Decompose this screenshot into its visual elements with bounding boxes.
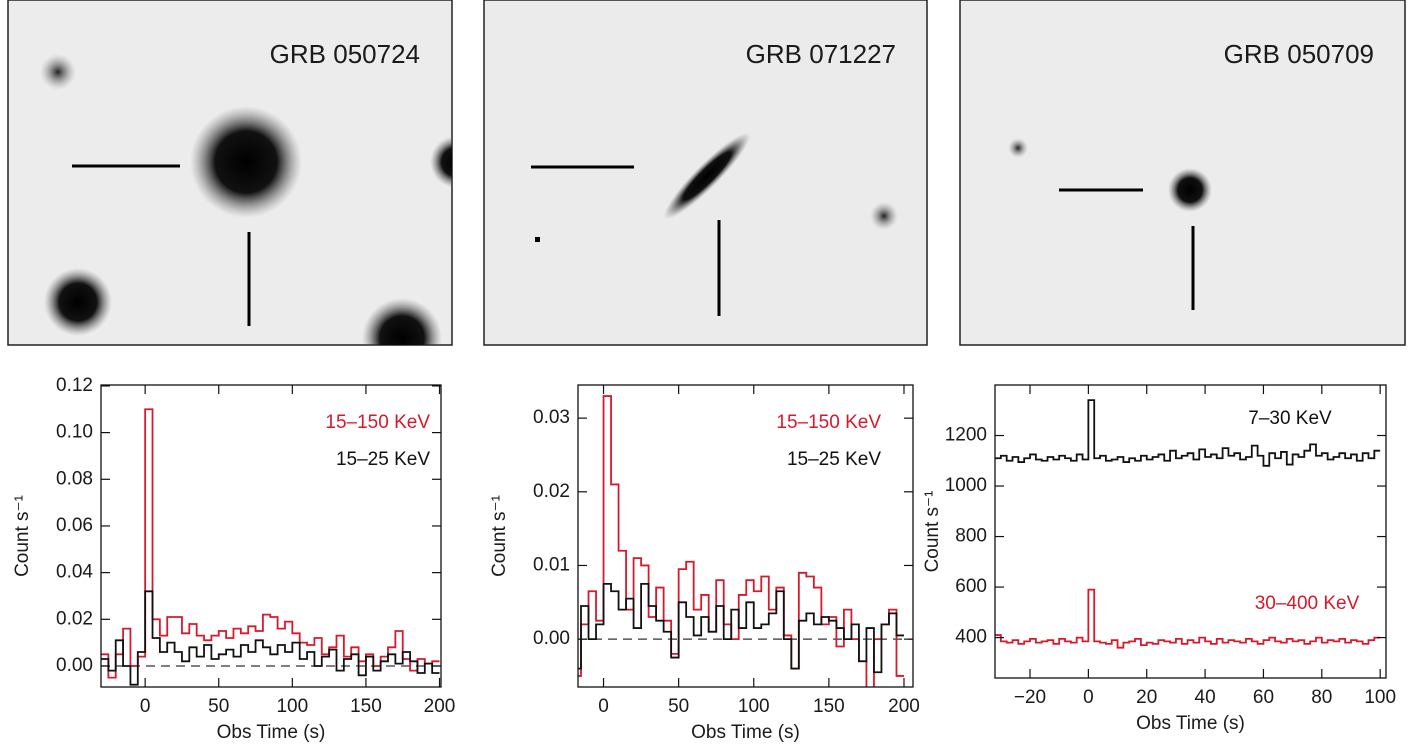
y-tick-label: 1200	[945, 425, 987, 446]
image-panel: GRB 050724	[7, 0, 453, 346]
y-axis-label: Count s⁻¹	[922, 491, 943, 573]
panel-label: GRB 071227	[746, 39, 896, 69]
y-tick-label: 0.03	[533, 407, 570, 428]
chart: 7–30 KeV 30–400 KeV −20 0 20 40 60 80 100 400 600 8…	[922, 384, 1396, 734]
x-tick-label: 100	[1364, 687, 1396, 708]
legend-entry: 15–150 KeV	[325, 412, 430, 433]
y-tick-label: 800	[955, 526, 987, 547]
legend-entry: 7–30 KeV	[1248, 408, 1332, 429]
x-tick-label: 150	[350, 696, 382, 717]
x-tick-label: 60	[1253, 687, 1274, 708]
legend-entry: 15–25 KeV	[787, 449, 881, 470]
chart: 15–150 KeV 15–25 KeV 0 50 100 150 200 0.00 0.02 0…	[12, 375, 455, 743]
plot-frame	[577, 384, 914, 688]
x-tick-label: 0	[598, 696, 609, 717]
y-tick-label: 0.12	[56, 375, 93, 396]
series-line	[101, 590, 440, 686]
x-axis-label: Obs Time (s)	[1136, 713, 1245, 734]
x-tick-label: 200	[888, 696, 920, 717]
series-line	[995, 588, 1381, 649]
x-tick-label: 40	[1195, 687, 1216, 708]
legend-entry: 30–400 KeV	[1255, 593, 1360, 614]
plot-frame	[994, 384, 1387, 679]
series-line	[578, 395, 904, 687]
y-tick-label: 400	[955, 627, 987, 648]
image-panel: GRB 050709	[959, 0, 1406, 346]
legend-entry: 15–25 KeV	[336, 449, 430, 470]
x-tick-label: 100	[738, 696, 770, 717]
y-tick-label: 0.04	[56, 562, 93, 583]
x-axis-label: Obs Time (s)	[691, 722, 800, 743]
image-panel: GRB 071227	[483, 0, 928, 346]
y-tick-label: 0.02	[56, 608, 93, 629]
chart: 15–150 KeV 15–25 KeV 0 50 100 150 200 0.00 0.01 0…	[489, 384, 920, 743]
y-axis-label: Count s⁻¹	[12, 495, 33, 577]
x-tick-label: 50	[668, 696, 689, 717]
panel-label: GRB 050709	[1224, 39, 1374, 69]
x-tick-label: 100	[276, 696, 308, 717]
x-axis-label: Obs Time (s)	[217, 722, 326, 743]
series-line	[101, 408, 440, 679]
x-tick-label: 50	[208, 696, 229, 717]
x-tick-label: 150	[813, 696, 845, 717]
y-axis-label: Count s⁻¹	[489, 495, 510, 577]
x-tick-label: 0	[140, 696, 151, 717]
y-tick-label: 0.00	[533, 628, 570, 649]
x-tick-label: 0	[1083, 687, 1094, 708]
y-tick-label: 1000	[945, 475, 987, 496]
x-tick-label: 20	[1136, 687, 1157, 708]
y-tick-label: 0.02	[533, 481, 570, 502]
y-tick-label: 0.10	[56, 422, 93, 443]
series-line	[578, 582, 904, 674]
y-tick-label: 0.01	[533, 554, 570, 575]
x-tick-label: −20	[1014, 687, 1046, 708]
panel-label: GRB 050724	[270, 39, 420, 69]
legend-entry: 15–150 KeV	[776, 412, 881, 433]
y-tick-label: 0.08	[56, 468, 93, 489]
series-line	[995, 399, 1381, 467]
x-tick-label: 200	[424, 696, 456, 717]
x-tick-label: 80	[1311, 687, 1332, 708]
plot-frame	[100, 384, 442, 688]
y-tick-label: 600	[955, 576, 987, 597]
y-tick-label: 0.06	[56, 515, 93, 536]
y-tick-label: 0.00	[56, 655, 93, 676]
